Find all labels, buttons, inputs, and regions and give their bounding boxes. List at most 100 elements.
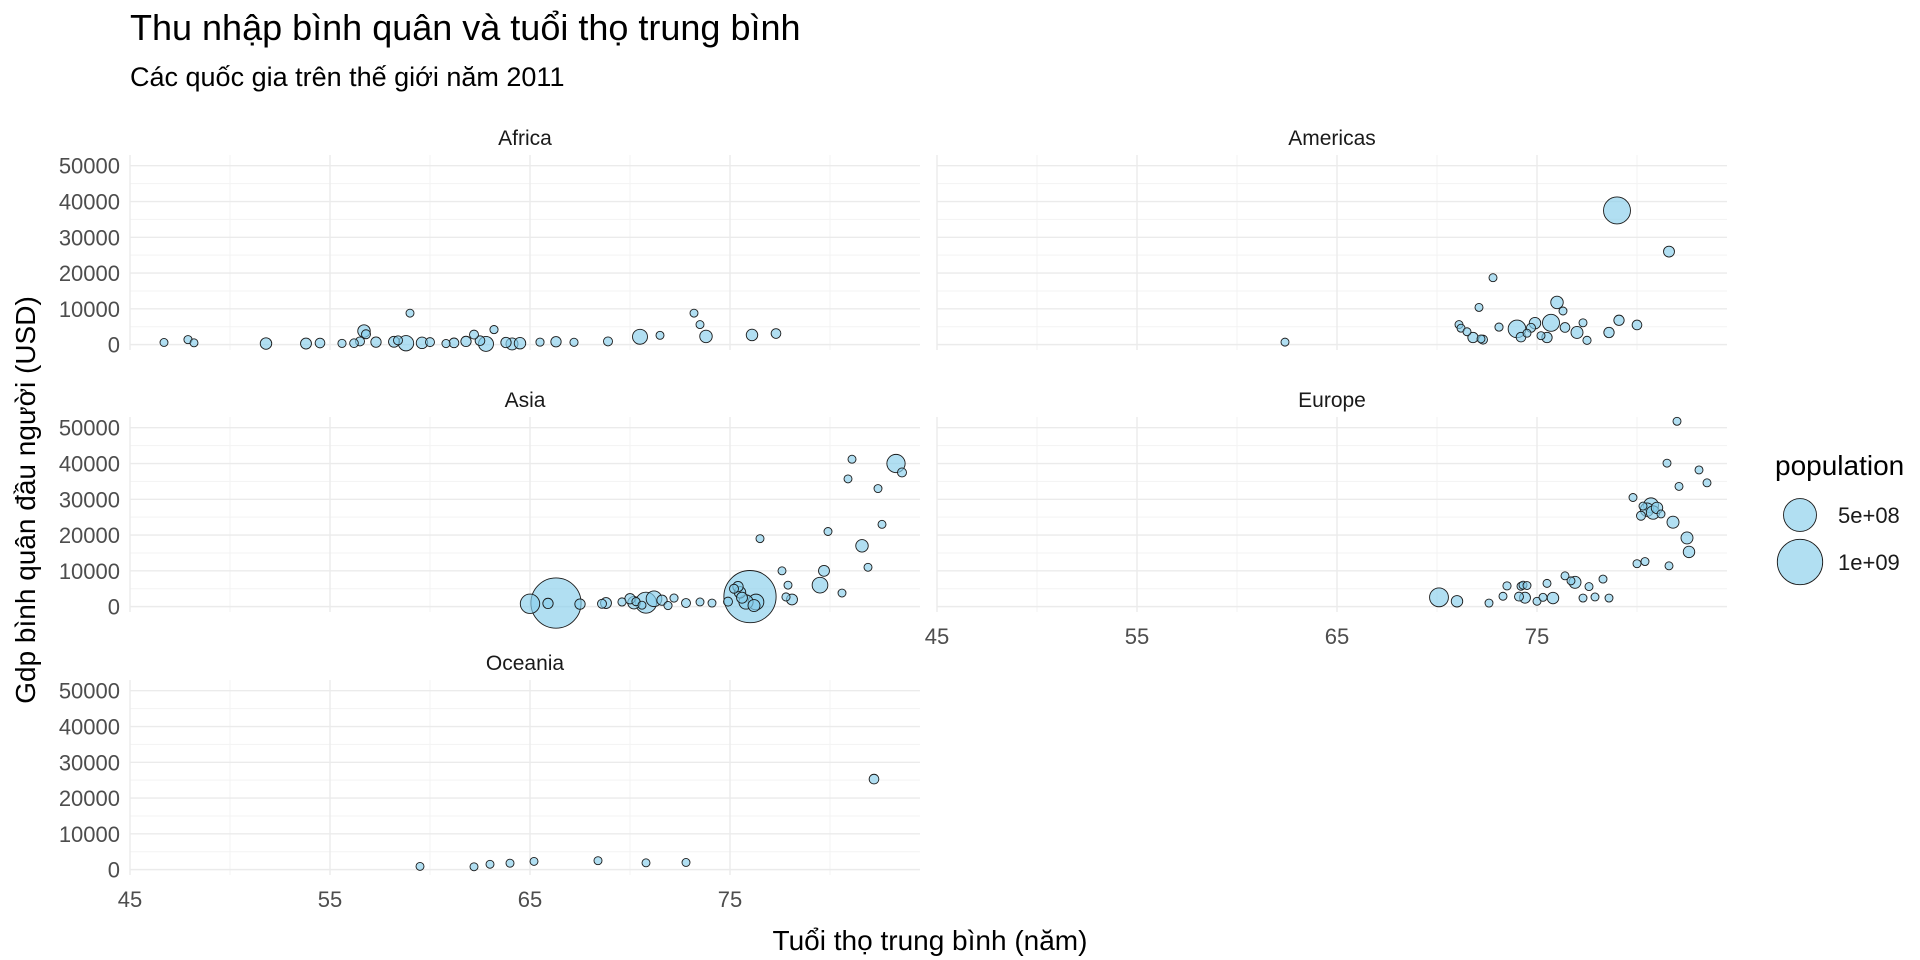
data-point bbox=[1613, 314, 1625, 326]
data-point bbox=[1429, 587, 1449, 608]
data-point bbox=[1550, 295, 1564, 310]
y-tick-label: 0 bbox=[108, 333, 120, 358]
x-tick-label: 65 bbox=[518, 887, 542, 912]
facet-strip-label: Oceania bbox=[486, 652, 565, 675]
data-point bbox=[314, 337, 326, 349]
data-point bbox=[1484, 598, 1494, 608]
facet-strip-label: Americas bbox=[1288, 127, 1376, 150]
data-point bbox=[637, 600, 647, 610]
data-point bbox=[736, 591, 748, 604]
x-tick-label: 45 bbox=[118, 887, 142, 912]
data-point bbox=[513, 337, 527, 350]
data-point bbox=[723, 596, 733, 607]
data-point bbox=[877, 519, 887, 529]
data-point bbox=[1664, 561, 1674, 571]
data-point bbox=[663, 601, 673, 611]
data-point bbox=[897, 467, 907, 478]
data-point bbox=[1566, 576, 1576, 586]
y-tick-label: 20000 bbox=[59, 786, 120, 811]
facet-panel-asia: Asia 0 10000 20000 30000 40000 50000 bbox=[59, 389, 920, 629]
y-tick-label: 30000 bbox=[59, 487, 120, 512]
data-point bbox=[300, 337, 312, 350]
chart-title: Thu nhập bình quân và tuổi thọ trung bìn… bbox=[130, 7, 801, 48]
data-point bbox=[1542, 578, 1552, 588]
data-point bbox=[485, 859, 495, 869]
data-point bbox=[707, 598, 717, 608]
legend-label: 1e+09 bbox=[1838, 550, 1900, 575]
data-point bbox=[448, 337, 460, 349]
data-point bbox=[1502, 581, 1512, 591]
data-point bbox=[337, 338, 347, 348]
data-point bbox=[1542, 313, 1560, 332]
data-point bbox=[1522, 581, 1532, 590]
facet-panels: Africa 0 10000 20000 30000 40000 50000 Americas… bbox=[59, 127, 1727, 912]
chart-subtitle: Các quốc gia trên thế giới năm 2011 bbox=[130, 62, 564, 92]
data-point bbox=[1514, 591, 1524, 602]
data-point bbox=[783, 580, 793, 590]
data-point bbox=[1498, 591, 1508, 601]
data-point bbox=[681, 598, 691, 609]
facet-panel-africa: Africa 0 10000 20000 30000 40000 50000 bbox=[59, 127, 920, 358]
data-point bbox=[1494, 322, 1504, 332]
x-tick-label: 45 bbox=[925, 624, 949, 649]
data-point bbox=[770, 328, 782, 339]
facet-panel-americas: Americas bbox=[936, 127, 1727, 350]
y-tick-label: 0 bbox=[108, 595, 120, 620]
data-point bbox=[1578, 318, 1588, 328]
facet-panel-oceania: Oceania 0 10000 20000 30000 40000 50000 45 55 65 7… bbox=[59, 652, 920, 912]
data-point bbox=[617, 597, 627, 607]
y-tick-label: 10000 bbox=[59, 822, 120, 847]
data-point bbox=[1558, 306, 1568, 316]
data-point bbox=[1280, 337, 1290, 347]
data-point bbox=[1666, 515, 1680, 529]
data-point bbox=[1538, 592, 1548, 602]
x-tick-label: 65 bbox=[1325, 624, 1349, 649]
data-point bbox=[755, 534, 765, 544]
y-tick-label: 50000 bbox=[59, 416, 120, 441]
data-point bbox=[1582, 335, 1592, 345]
data-point bbox=[159, 338, 169, 347]
data-point bbox=[1640, 557, 1650, 567]
data-point bbox=[1628, 493, 1638, 502]
legend-label: 5e+08 bbox=[1838, 503, 1900, 528]
data-point bbox=[542, 597, 554, 610]
data-point bbox=[681, 858, 691, 867]
data-point bbox=[695, 320, 705, 330]
data-point bbox=[1590, 592, 1600, 602]
data-point bbox=[1603, 196, 1631, 225]
facet-strip-label: Asia bbox=[505, 389, 546, 412]
y-tick-label: 50000 bbox=[59, 679, 120, 704]
data-point bbox=[535, 337, 545, 347]
data-point bbox=[729, 583, 739, 594]
y-tick-label: 20000 bbox=[59, 261, 120, 286]
data-point bbox=[1559, 322, 1571, 333]
y-tick-label: 20000 bbox=[59, 523, 120, 548]
data-point bbox=[847, 454, 857, 464]
data-point bbox=[469, 862, 479, 872]
data-point bbox=[597, 598, 607, 609]
data-point bbox=[361, 329, 371, 340]
data-point bbox=[1450, 595, 1464, 608]
data-point bbox=[641, 858, 651, 868]
data-point bbox=[1598, 574, 1608, 584]
y-tick-label: 40000 bbox=[59, 452, 120, 477]
facet-strip-label: Europe bbox=[1298, 389, 1366, 412]
facet-panel-europe: Europe 45 55 65 75 bbox=[925, 389, 1727, 649]
x-tick-label: 75 bbox=[718, 887, 742, 912]
data-point bbox=[669, 593, 679, 603]
y-tick-label: 40000 bbox=[59, 715, 120, 740]
x-tick-label: 55 bbox=[318, 887, 342, 912]
data-point bbox=[745, 328, 759, 342]
size-legend: population 5e+08 1e+09 bbox=[1775, 450, 1904, 586]
data-point bbox=[474, 335, 486, 346]
data-point bbox=[393, 335, 403, 346]
data-point bbox=[1674, 481, 1684, 491]
x-tick-label: 75 bbox=[1525, 624, 1549, 649]
data-point bbox=[441, 339, 451, 349]
data-point bbox=[695, 597, 705, 607]
y-tick-label: 10000 bbox=[59, 559, 120, 584]
y-axis-title: Gdp bình quân đầu người (USD) bbox=[10, 296, 41, 704]
data-point bbox=[655, 330, 665, 340]
data-point bbox=[603, 336, 613, 347]
